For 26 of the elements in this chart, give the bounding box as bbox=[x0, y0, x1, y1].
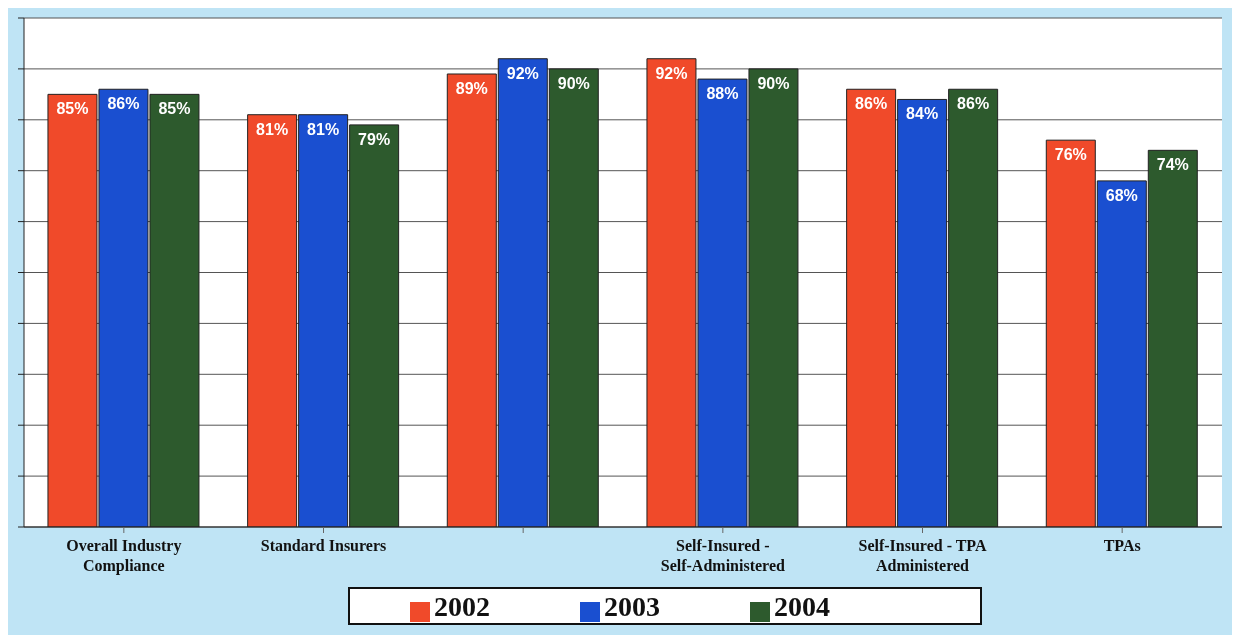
data-label: 86% bbox=[107, 95, 140, 113]
legend-label: 2002 bbox=[434, 591, 490, 622]
data-label: 79% bbox=[358, 130, 391, 148]
x-tick-label: Self-Insured - TPA Administered bbox=[858, 537, 987, 574]
data-label: 76% bbox=[1054, 146, 1087, 164]
x-tick-label: TPAs bbox=[1103, 537, 1141, 554]
data-label: 92% bbox=[655, 64, 688, 82]
data-label: 81% bbox=[256, 120, 289, 138]
x-tick-label: Self-Insured - Self-Administered bbox=[660, 537, 786, 574]
data-label: 88% bbox=[706, 85, 739, 103]
data-label: 90% bbox=[557, 74, 590, 92]
data-label: 74% bbox=[1156, 156, 1189, 174]
data-label: 81% bbox=[307, 120, 340, 138]
data-label: 85% bbox=[56, 100, 89, 118]
x-tick-label: Overall Industry Compliance bbox=[66, 537, 182, 575]
data-label: 86% bbox=[957, 95, 990, 113]
data-label: 89% bbox=[455, 79, 488, 97]
data-label: 92% bbox=[506, 64, 539, 82]
x-tick-label: Standard Insurers bbox=[260, 537, 387, 554]
legend-label: 2004 bbox=[774, 591, 830, 622]
data-label: 86% bbox=[855, 95, 888, 113]
data-label: 85% bbox=[158, 100, 191, 118]
data-label: 90% bbox=[757, 74, 790, 92]
data-label: 68% bbox=[1105, 186, 1138, 204]
data-label: 84% bbox=[906, 105, 939, 123]
legend-label: 2003 bbox=[604, 591, 660, 622]
